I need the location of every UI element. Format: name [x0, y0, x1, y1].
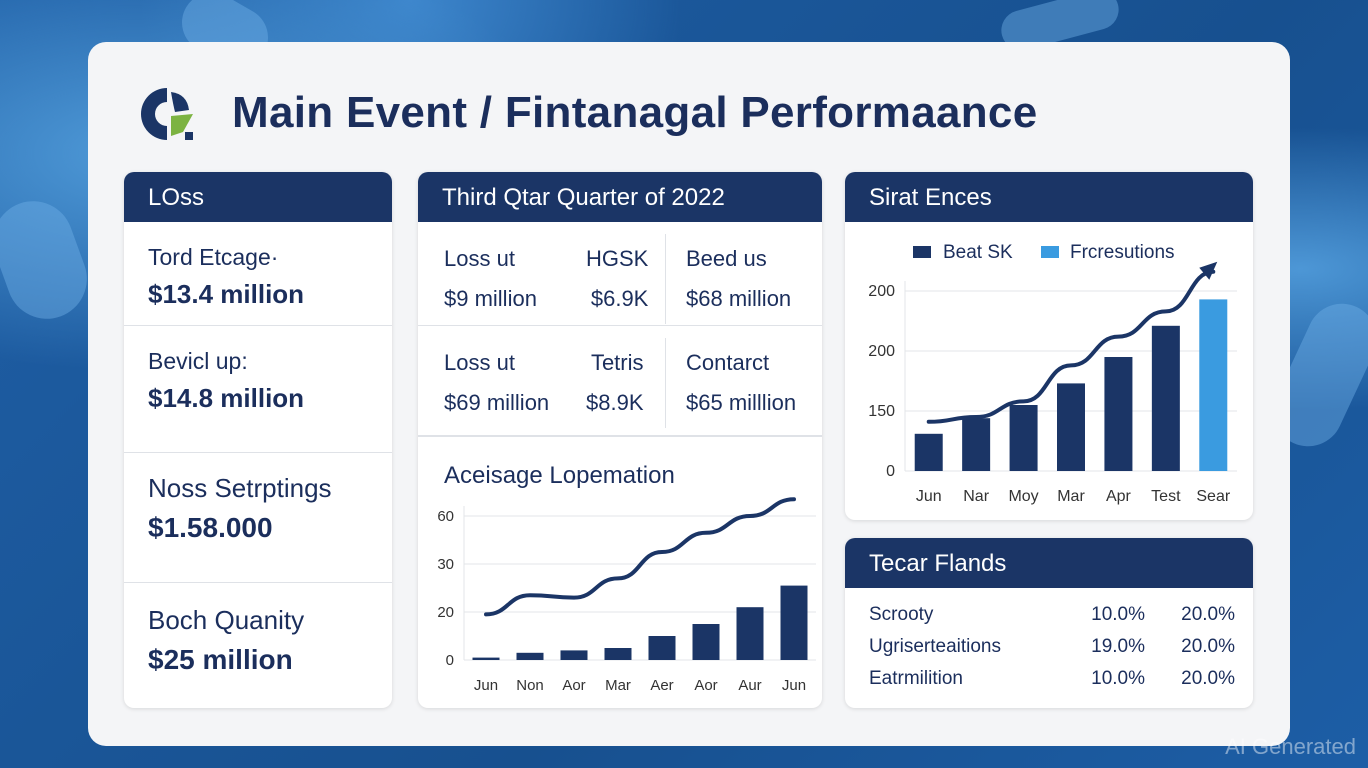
- watermark: AI Generated: [1225, 734, 1356, 759]
- bar: [914, 433, 943, 471]
- list-item: Tord Etcage· $13.4 million: [124, 222, 392, 325]
- y-tick-label: 200: [868, 343, 895, 360]
- page-title: Main Event / Fintanagal Performaance: [232, 88, 1038, 137]
- metric-value: $68 million: [686, 286, 792, 311]
- bar: [1057, 383, 1085, 471]
- y-tick-label: 0: [886, 463, 895, 480]
- row-value: 10.0%: [1091, 668, 1145, 689]
- metric-value: $65 milllion: [686, 390, 797, 415]
- y-tick-label: 200: [868, 283, 895, 300]
- metric-cell: Contarct $65 milllion: [686, 350, 796, 416]
- card-title: Tecar Flands: [845, 538, 1253, 588]
- x-tick-label: Non: [516, 677, 544, 694]
- metric-value: $9 million: [444, 286, 537, 311]
- row-label: Ugriserteaitions: [869, 636, 1001, 657]
- x-tick-label: Sear: [1196, 488, 1230, 505]
- y-tick-label: 150: [868, 403, 895, 420]
- bar: [604, 648, 632, 660]
- x-tick-label: Moy: [1008, 488, 1038, 505]
- item-label: Tord Etcage·: [148, 244, 279, 270]
- bar: [1104, 357, 1133, 471]
- loss-card: LOss Tord Etcage· $13.4 million Bevicl up…: [124, 172, 392, 708]
- metric-cell: HGSK $6.9K: [586, 246, 648, 312]
- bar: [1009, 405, 1038, 471]
- list-item: Noss Setrptings $1.58.000: [124, 452, 392, 582]
- legend-swatch-beat: [913, 246, 931, 258]
- trend-line: [484, 497, 796, 617]
- bar: [1151, 325, 1180, 471]
- list-item: Boch Quanity $25 million: [124, 582, 392, 708]
- metric-label: Loss ut: [444, 350, 515, 375]
- x-tick-label: Test: [1151, 488, 1181, 505]
- item-value: $25 million: [148, 644, 293, 675]
- card-title: Sirat Ences: [845, 172, 1253, 222]
- x-tick-label: Aor: [562, 677, 585, 694]
- y-tick-label: 30: [437, 556, 454, 573]
- x-tick-label: Apr: [1106, 488, 1132, 505]
- x-tick-label: Aor: [694, 677, 717, 694]
- row-value: 20.0%: [1181, 668, 1235, 689]
- item-label: Boch Quanity: [148, 605, 305, 635]
- x-tick-label: Jun: [474, 677, 498, 694]
- metric-cell: Beed us $68 million: [686, 246, 791, 312]
- y-tick-label: 0: [446, 652, 454, 669]
- metric-cell: Loss ut $69 million: [444, 350, 549, 416]
- item-label: Bevicl up:: [148, 348, 248, 374]
- trend-line: [926, 269, 1216, 424]
- legend-swatch-frc: [1041, 246, 1059, 258]
- item-value: $14.8 million: [148, 383, 305, 413]
- item-label: Noss Setrptings: [148, 473, 332, 503]
- x-tick-label: Mar: [605, 677, 631, 694]
- row-label: Scrooty: [869, 604, 934, 625]
- x-tick-label: Jun: [782, 677, 806, 694]
- y-tick-label: 60: [437, 508, 454, 525]
- chart-title: Aceisage Lopemation: [444, 462, 675, 489]
- metric-cell: Tetris $8.9K: [586, 350, 644, 416]
- metric-value: $69 million: [444, 390, 550, 415]
- row-value: 19.0%: [1091, 636, 1145, 657]
- sirat-chart: 0 150 200 200 Jun Nar Moy Mar Apr Test Sear: [868, 261, 1237, 505]
- metric-value: $8.9K: [586, 390, 644, 415]
- sirat-card: Sirat Ences Beat SK Frcresutions: [845, 172, 1253, 520]
- company-logo: [141, 88, 193, 140]
- row-value: 10.0%: [1091, 604, 1145, 625]
- list-item: Bevicl up: $14.8 million: [124, 325, 392, 435]
- bar: [516, 652, 544, 660]
- bar: [736, 607, 764, 660]
- bar: [780, 585, 808, 660]
- metric-label: Loss ut: [444, 246, 515, 271]
- bar: [560, 650, 588, 660]
- x-tick-label: Jun: [916, 488, 942, 505]
- bar: [648, 636, 676, 660]
- x-tick-label: Aur: [738, 677, 761, 694]
- metric-label: HGSK: [586, 246, 649, 271]
- bar: [962, 418, 991, 471]
- bar: [692, 624, 720, 660]
- metric-label: Contarct: [686, 350, 770, 375]
- y-tick-label: 20: [437, 604, 454, 621]
- bar: [1199, 299, 1228, 471]
- metric-label: Tetris: [590, 350, 644, 375]
- legend-label: Frcresutions: [1070, 242, 1175, 263]
- metric-value: $6.9K: [590, 286, 649, 311]
- card-title: Third Qtar Quarter of 2022: [418, 172, 822, 222]
- row-value: 20.0%: [1181, 636, 1235, 657]
- card-title: LOss: [124, 172, 392, 222]
- item-value: $1.58.000: [148, 512, 273, 543]
- x-tick-label: Nar: [963, 488, 989, 505]
- x-tick-label: Mar: [1057, 488, 1085, 505]
- tecar-card: Tecar Flands Scrooty 10.0% 20.0% Ugrisertea…: [845, 538, 1253, 708]
- bar: [472, 657, 500, 660]
- legend-label: Beat SK: [943, 242, 1013, 263]
- row-value: 20.0%: [1181, 604, 1235, 625]
- metric-cell: Loss ut $9 million: [444, 246, 537, 312]
- item-value: $13.4 million: [148, 279, 305, 309]
- trend-arrow-icon: [1199, 261, 1218, 280]
- metric-label: Beed us: [686, 246, 767, 271]
- row-label: Eatrmilition: [869, 668, 963, 689]
- x-tick-label: Aer: [650, 677, 673, 694]
- aceisage-chart: 0 20 30 60 Jun Non Aor Mar Aer Aor Aur Jun: [437, 497, 816, 694]
